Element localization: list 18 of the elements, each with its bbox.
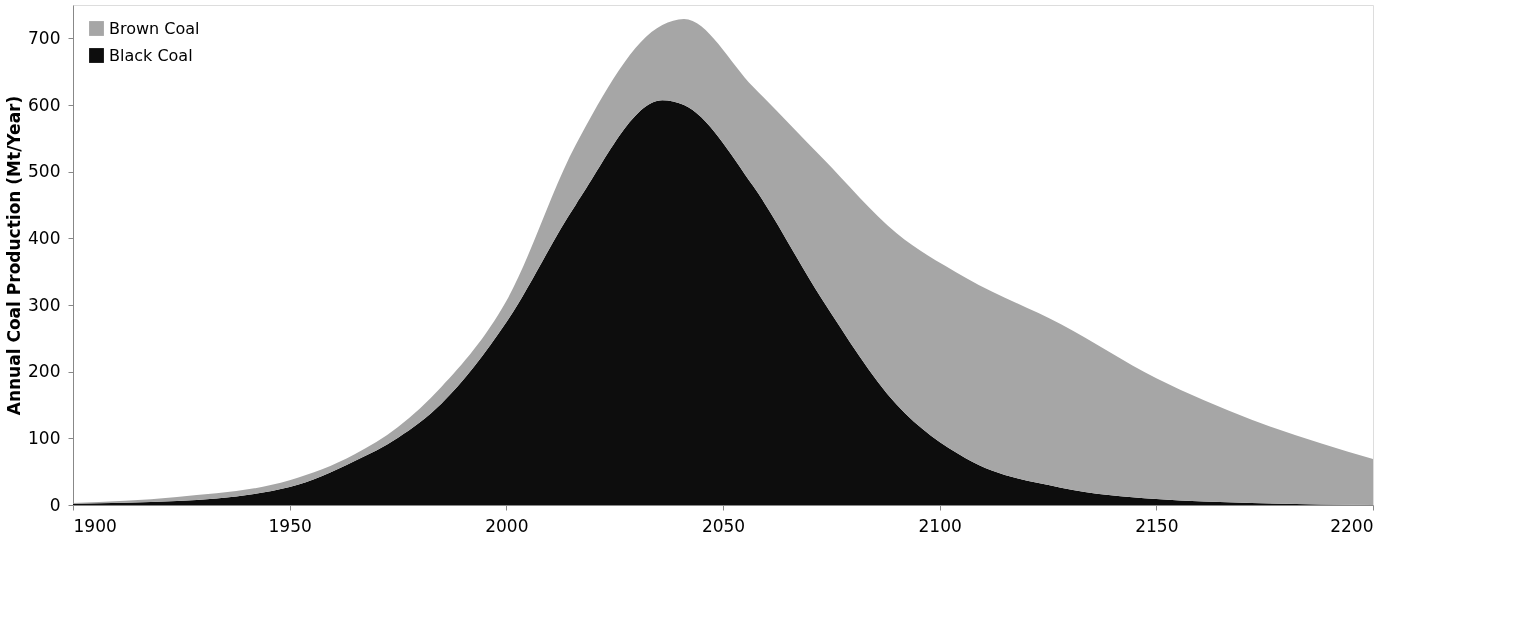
x-tick-label: 2100 [918,515,962,536]
x-tick-label: 2000 [485,515,529,536]
y-tick-label: 100 [28,427,61,448]
legend-label: Black Coal [109,45,193,65]
y-tick-label: 0 [49,494,61,515]
y-tick-label: 500 [28,161,61,182]
x-tick-label: 1950 [268,515,312,536]
legend-label: Brown Coal [109,18,200,38]
y-axis-title: Annual Coal Production (Mt/Year) [4,95,25,416]
y-tick-label: 700 [28,27,61,48]
x-tick-label: 2150 [1135,515,1179,536]
x-tick-label: 2050 [701,515,746,536]
y-tick-label: 600 [28,94,61,115]
y-tick-label: 200 [28,361,61,382]
y-tick-label: 300 [28,294,61,315]
x-tick-label: 1900 [73,515,117,536]
x-tick-label: 2200 [1330,515,1374,536]
y-tick-label: 400 [28,227,61,248]
